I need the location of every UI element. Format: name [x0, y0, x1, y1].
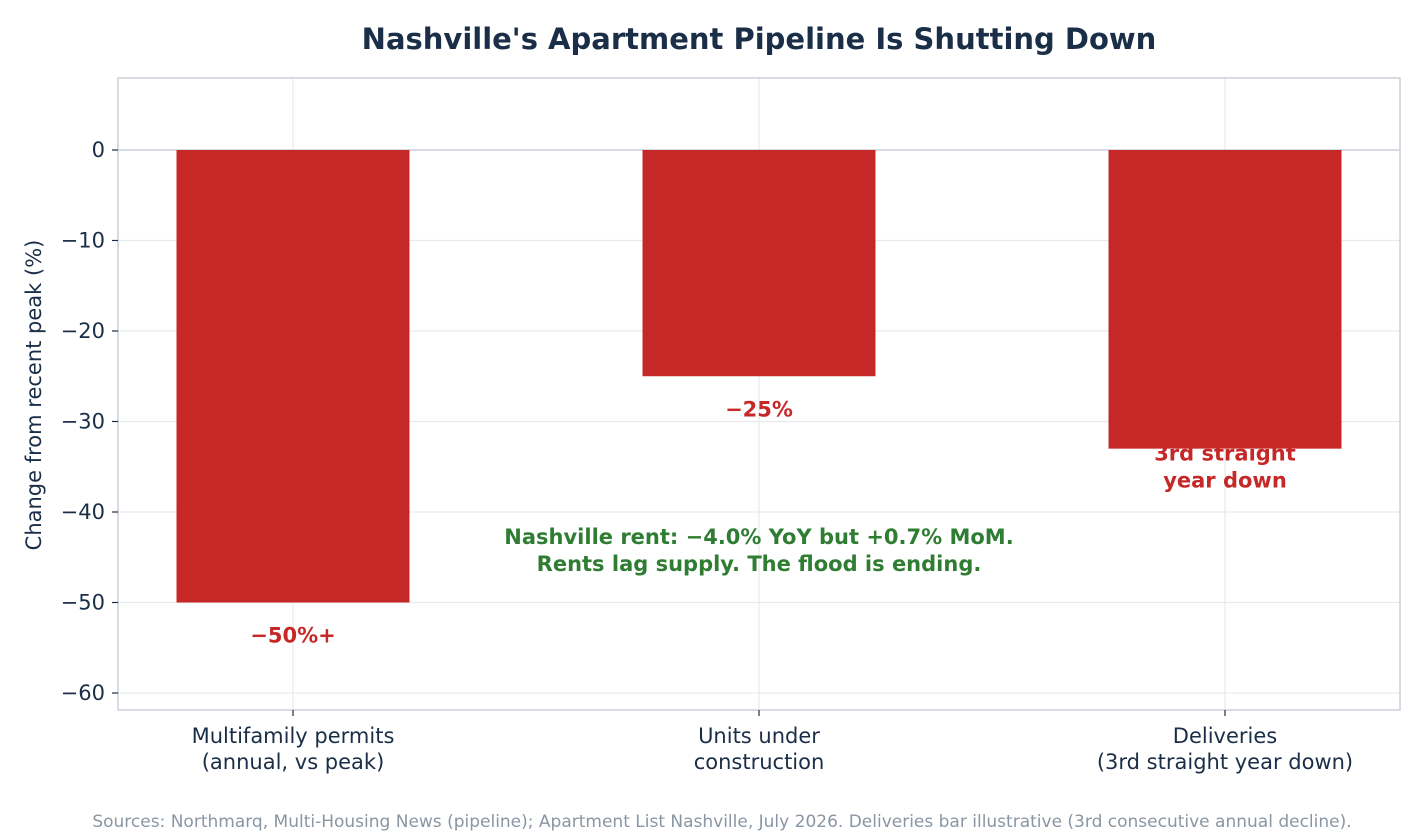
bar-1 [176, 150, 410, 603]
y-tick-label: −40 [61, 500, 105, 524]
source-note: Sources: Northmarq, Multi-Housing News (… [92, 812, 1351, 832]
annotation-text: Nashville rent: −4.0% YoY but +0.7% MoM.… [504, 525, 1013, 576]
bar-3 [1108, 150, 1342, 449]
chart-title: Nashville's Apartment Pipeline Is Shutti… [362, 22, 1157, 56]
annotation: Nashville rent: −4.0% YoY but +0.7% MoM.… [504, 525, 1013, 576]
x-tick-label: Multifamily permits (annual, vs peak) [192, 724, 395, 774]
y-tick-label: −50 [61, 591, 105, 615]
x-tick-label: Deliveries (3rd straight year down) [1097, 724, 1353, 774]
bar-labels: −50%+ −25% 3rd straight year down [250, 397, 1296, 647]
y-tick-label: 0 [92, 138, 105, 162]
y-tick-label: −20 [61, 319, 105, 343]
y-axis-ticks: 0 −10 −20 −30 −40 −50 −60 [61, 138, 118, 705]
bars [176, 150, 1342, 603]
bar-data-label: −25% [725, 397, 793, 421]
x-tick-label: Units under construction [694, 724, 825, 774]
bar-data-label: −50%+ [250, 624, 335, 648]
y-axis-label: Change from recent peak (%) [22, 240, 46, 551]
bar-data-label: 3rd straight year down [1154, 442, 1296, 493]
y-tick-label: −30 [61, 410, 105, 434]
y-tick-label: −10 [61, 229, 105, 253]
bar-2 [642, 150, 876, 377]
x-axis-ticks: Multifamily permits (annual, vs peak) Unit… [192, 710, 1353, 774]
y-tick-label: −60 [61, 681, 105, 705]
